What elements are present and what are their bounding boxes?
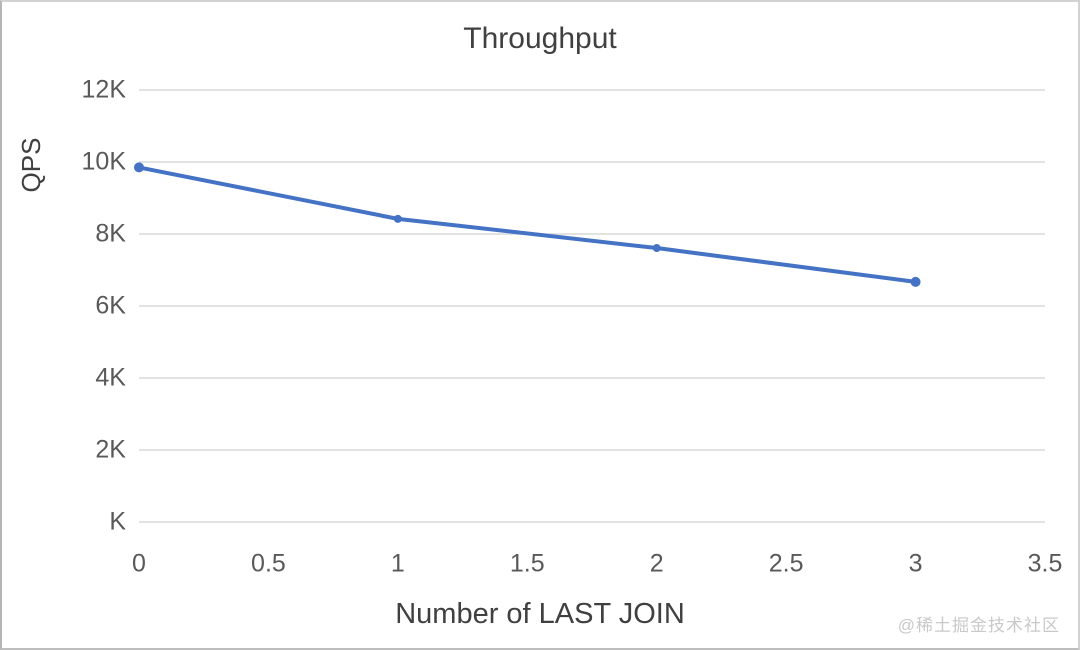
chart-title: Throughput bbox=[463, 22, 617, 55]
x-tick-label: 3.5 bbox=[1027, 549, 1063, 578]
x-axis-title: Number of LAST JOIN bbox=[395, 598, 685, 630]
y-tick-label: 6K bbox=[95, 291, 126, 320]
data-point-marker bbox=[910, 276, 921, 287]
data-point-marker bbox=[652, 244, 661, 253]
y-tick-label: 10K bbox=[81, 147, 126, 176]
y-tick-label: 2K bbox=[95, 435, 126, 464]
y-tick-label: 8K bbox=[95, 219, 126, 248]
y-tick-label: K bbox=[109, 507, 126, 536]
x-tick-label: 1 bbox=[390, 549, 405, 578]
y-tick-label: 12K bbox=[81, 75, 126, 104]
data-point-marker bbox=[393, 214, 402, 223]
x-tick-label: 0 bbox=[132, 549, 146, 578]
series-line bbox=[137, 165, 918, 284]
x-tick-label: 1.5 bbox=[509, 549, 545, 578]
y-tick-label: 4K bbox=[95, 363, 126, 392]
data-point-marker bbox=[134, 162, 144, 173]
x-tick-label: 2.5 bbox=[768, 549, 804, 578]
watermark: @稀土掘金技术社区 bbox=[897, 616, 1060, 635]
x-tick-label: 2 bbox=[649, 549, 664, 578]
x-tick-label: 3 bbox=[908, 549, 923, 578]
x-tick-label: 0.5 bbox=[251, 549, 286, 578]
